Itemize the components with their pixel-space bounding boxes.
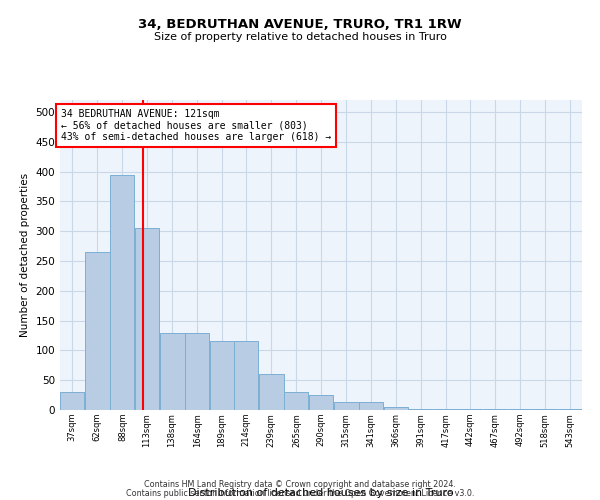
- Bar: [383, 407, 408, 410]
- Bar: [234, 342, 259, 410]
- Bar: [185, 332, 209, 410]
- Bar: [309, 395, 333, 410]
- Bar: [209, 342, 234, 410]
- Text: Size of property relative to detached houses in Truro: Size of property relative to detached ho…: [154, 32, 446, 42]
- Bar: [284, 392, 308, 410]
- Bar: [60, 392, 85, 410]
- X-axis label: Distribution of detached houses by size in Truro: Distribution of detached houses by size …: [188, 488, 454, 498]
- Y-axis label: Number of detached properties: Number of detached properties: [20, 173, 30, 337]
- Bar: [160, 332, 185, 410]
- Bar: [85, 252, 110, 410]
- Text: 34, BEDRUTHAN AVENUE, TRURO, TR1 1RW: 34, BEDRUTHAN AVENUE, TRURO, TR1 1RW: [138, 18, 462, 30]
- Bar: [334, 402, 359, 410]
- Text: Contains public sector information licensed under the Open Government Licence v3: Contains public sector information licen…: [126, 488, 474, 498]
- Text: 34 BEDRUTHAN AVENUE: 121sqm
← 56% of detached houses are smaller (803)
43% of se: 34 BEDRUTHAN AVENUE: 121sqm ← 56% of det…: [61, 109, 331, 142]
- Bar: [110, 174, 134, 410]
- Bar: [259, 374, 284, 410]
- Text: Contains HM Land Registry data © Crown copyright and database right 2024.: Contains HM Land Registry data © Crown c…: [144, 480, 456, 489]
- Bar: [135, 228, 159, 410]
- Bar: [359, 402, 383, 410]
- Bar: [408, 409, 433, 410]
